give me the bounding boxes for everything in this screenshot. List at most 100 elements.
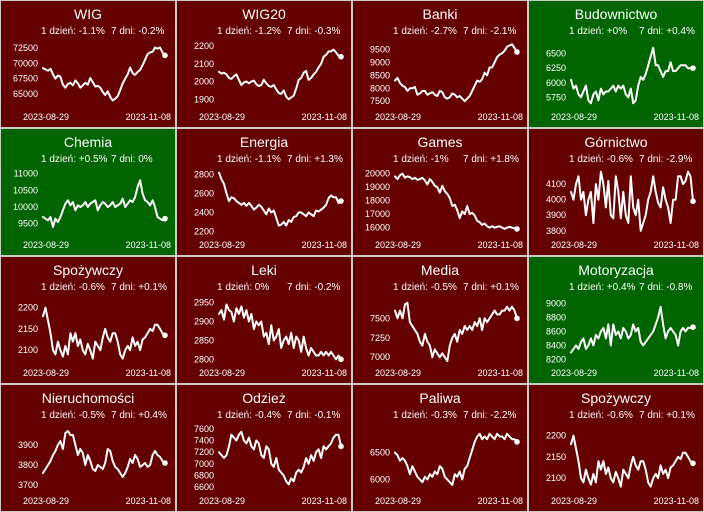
y-tick-label: 10500 (13, 185, 38, 195)
x-start-label: 2023-08-29 (23, 112, 69, 122)
series-line (42, 306, 166, 360)
line-chart: Media 1 dzień: -0.5% 7 dni: +0.1% 7500 7250 7… (370, 262, 523, 378)
series-line (42, 430, 166, 478)
y-tick-label: 19000 (365, 182, 390, 192)
chart-panel: Games 1 dzień: -1% 7 dni: +1.8% 20000 19000 1… (352, 128, 528, 256)
line-chart: Motoryzacja 1 dzień: +0.4% 7 dni: -0.8% 900… (546, 262, 699, 378)
stat-1d: 1 dzień: -1% (393, 154, 449, 165)
y-tick-label: 6000 (370, 475, 390, 485)
chart-panel: Banki 1 dzień: -2.7% 7 dni: -2.1% 9500 9000 8… (352, 0, 528, 128)
chart-panel: Spożywczy 1 dzień: -0.6% 7 dni: +0.1% 2200 2… (528, 384, 704, 512)
y-tick-label: 2200 (194, 226, 214, 236)
y-tick-label: 11000 (14, 169, 38, 179)
chart-panel: Odzież 1 dzień: -0.4% 7 dni: -0.1% 7600 7400… (176, 384, 352, 512)
y-tick-label: 6000 (546, 78, 566, 88)
line-chart: Banki 1 dzień: -2.7% 7 dni: -2.1% 9500 9000 8… (370, 6, 523, 122)
last-value-point (514, 315, 520, 322)
x-end-label: 2023-11-08 (654, 112, 699, 122)
last-value-point (514, 439, 520, 445)
chart-panel: WIG20 1 dzień: -1.2% 7 dni: -0.3% 2200 2100 2… (176, 0, 352, 128)
stat-1d: 1 dzień: 0% (217, 282, 269, 293)
series-line (570, 170, 694, 232)
x-end-label: 2023-11-08 (654, 368, 699, 378)
y-tick-label: 2100 (194, 59, 214, 69)
series-line (570, 305, 694, 354)
y-tick-label: 2200 (546, 431, 566, 441)
x-start-label: 2023-08-29 (375, 496, 421, 506)
line-chart: Spożywczy 1 dzień: -0.6% 7 dni: +0.1% 2200 2… (18, 262, 171, 378)
x-start-label: 2023-08-29 (375, 112, 421, 122)
stat-7d: 7 dni: -0.8% (639, 282, 692, 293)
x-end-label: 2023-11-08 (126, 240, 171, 250)
last-value-point (514, 226, 520, 232)
x-start-label: 2023-08-29 (551, 368, 597, 378)
y-tick-label: 20000 (365, 169, 390, 179)
y-tick-label: 8800 (546, 312, 566, 322)
y-tick-label: 7000 (370, 352, 390, 362)
y-tick-label: 4000 (546, 195, 566, 205)
y-tick-label: 9000 (370, 57, 390, 67)
chart-panel: Górnictwo 1 dzień: -0.6% 7 dni: -2.9% 4100 4… (528, 128, 704, 256)
y-tick-label: 3700 (18, 480, 38, 490)
line-chart: Games 1 dzień: -1% 7 dni: +1.8% 20000 19000 1… (365, 134, 523, 250)
y-tick-label: 8000 (370, 83, 390, 93)
x-end-label: 2023-11-08 (478, 112, 523, 122)
chart-panel: Spożywczy 1 dzień: -0.6% 7 dni: +0.1% 2200 2… (0, 256, 176, 384)
series-line (218, 48, 342, 101)
line-chart: Energia 1 dzień: -1.1% 7 dni: +1.3% 2800 260… (194, 134, 347, 250)
chart-title: WIG (74, 6, 102, 22)
chart-title: Górnictwo (584, 134, 647, 150)
chart-title: Media (421, 262, 459, 278)
last-value-point (690, 198, 696, 205)
x-start-label: 2023-08-29 (551, 240, 597, 250)
y-tick-label: 1900 (194, 94, 214, 104)
chart-panel: Energia 1 dzień: -1.1% 7 dni: +1.3% 2800 260… (176, 128, 352, 256)
last-value-point (690, 324, 696, 330)
x-start-label: 2023-08-29 (23, 240, 69, 250)
y-tick-label: 8600 (546, 326, 566, 336)
y-tick-label: 6600 (194, 482, 214, 492)
stat-7d: 7 dni: +0.1% (111, 282, 167, 293)
y-tick-label: 8500 (370, 70, 390, 80)
chart-title: Motoryzacja (578, 262, 654, 278)
last-value-point (690, 65, 696, 71)
y-tick-label: 3800 (18, 460, 38, 470)
chart-title: Budownictwo (575, 6, 658, 22)
series-line (394, 172, 518, 230)
series-line (394, 43, 518, 103)
x-end-label: 2023-11-08 (478, 368, 523, 378)
stat-1d: 1 dzień: -1.1% (41, 26, 105, 37)
chart-title: Nieruchomości (42, 390, 135, 406)
line-chart: Odzież 1 dzień: -0.4% 7 dni: -0.1% 7600 7400… (194, 390, 347, 506)
line-chart: Nieruchomości 1 dzień: -0.5% 7 dni: +0.4% 3… (18, 390, 171, 506)
stat-7d: 7 dni: +0.4% (111, 410, 167, 421)
series-line (570, 434, 694, 488)
chart-panel: WIG 1 dzień: -1.1% 7 dni: -0.2% 72500 70000 6… (0, 0, 176, 128)
y-tick-label: 2800 (194, 354, 214, 364)
y-tick-label: 18000 (365, 196, 390, 206)
series-line (218, 171, 342, 227)
y-tick-label: 2950 (194, 298, 214, 308)
y-tick-label: 6500 (546, 49, 566, 59)
line-chart: Chemia 1 dzień: +0.5% 7 dni: 0% 11000 10500 1… (13, 134, 171, 250)
stat-1d: 1 dzień: -0.3% (393, 410, 457, 421)
stat-7d: 7 dni: +0.1% (463, 282, 519, 293)
x-start-label: 2023-08-29 (199, 368, 245, 378)
series-line (218, 303, 342, 361)
y-tick-label: 5750 (546, 92, 566, 102)
stat-7d: 7 dni: +0.4% (639, 26, 695, 37)
x-end-label: 2023-11-08 (126, 368, 171, 378)
y-tick-label: 10000 (13, 202, 38, 212)
y-tick-label: 8200 (546, 354, 566, 364)
y-tick-label: 7250 (370, 333, 390, 343)
line-chart: Budownictwo 1 dzień: +0% 7 dni: +0.4% 6500 6… (546, 6, 699, 122)
x-start-label: 2023-08-29 (199, 112, 245, 122)
series-line (42, 179, 166, 228)
y-tick-label: 67500 (13, 74, 38, 84)
last-value-point (162, 52, 168, 59)
chart-title: WIG20 (242, 6, 286, 22)
chart-title: Chemia (64, 134, 112, 150)
stat-1d: 1 dzień: -2.7% (393, 26, 457, 37)
y-tick-label: 2900 (194, 316, 214, 326)
chart-title: Banki (422, 6, 457, 22)
